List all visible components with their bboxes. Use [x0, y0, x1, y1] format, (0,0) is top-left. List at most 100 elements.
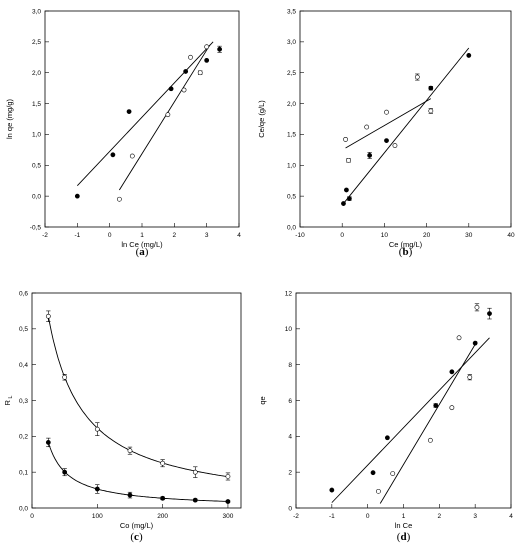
- c-x-tick-label: 100: [92, 513, 103, 520]
- c-series-2-point: [94, 486, 100, 492]
- d-panel-caption: (d): [397, 531, 411, 543]
- b-series-1-point: [344, 187, 349, 193]
- b-panel-caption: (b): [399, 246, 413, 258]
- d-plot-frame: [295, 292, 512, 509]
- d-series-2-point: [467, 374, 473, 380]
- c-y-tick-label: 0,5: [19, 326, 28, 333]
- b-x-tick-label: -10: [295, 232, 305, 239]
- b-caption-letter: b: [402, 246, 408, 258]
- c-series-1-fit-curve: [47, 316, 228, 478]
- d-series-1-point: [384, 435, 390, 441]
- c-x-tick-label: 200: [157, 513, 168, 520]
- c-x-axis-label: Co (mg/L): [120, 521, 154, 530]
- a-series-1-point: [110, 152, 116, 158]
- a-caption-close: ): [145, 246, 149, 258]
- b-y-tick-label: 3,5: [287, 8, 296, 15]
- c-y-axis-label-sub: L: [8, 395, 14, 400]
- b-series-1-point: [428, 85, 434, 91]
- a-x-tick-label: 0: [108, 232, 112, 239]
- d-series-2-point: [449, 405, 455, 411]
- d-series-2-point: [474, 304, 480, 310]
- b-series-1-point: [341, 201, 346, 206]
- d-caption-open: (: [397, 531, 401, 543]
- d-y-tick-label: 10: [285, 326, 293, 333]
- d-x-axis-label: ln Ce: [395, 521, 413, 530]
- b-caption-open: (: [399, 246, 403, 258]
- d-series-1-point: [329, 487, 335, 493]
- b-series-2-point: [343, 136, 348, 142]
- a-x-tick-label: 4: [237, 232, 241, 239]
- a-y-tick-label: 2,5: [32, 39, 41, 46]
- d-y-tick-label: 8: [288, 362, 292, 369]
- d-x-tick-label: -1: [329, 513, 335, 520]
- b-y-axis-label: Ce/qe (g/L): [257, 100, 266, 138]
- d-series-2-point: [390, 471, 396, 476]
- c-series-2-point: [192, 497, 198, 503]
- b-series-2-point: [414, 74, 420, 80]
- c-series-1-point: [62, 374, 68, 380]
- a-plot-frame: [44, 10, 240, 228]
- b-x-axis-label: Ce (mg/L): [389, 240, 423, 249]
- b-series-1-point: [466, 53, 472, 58]
- d-series-1-point: [472, 340, 478, 346]
- c-series-2-point: [45, 440, 51, 445]
- a-y-tick-label: 1,0: [32, 132, 41, 139]
- c-series-2-point: [160, 495, 166, 501]
- b-x-tick-label: 20: [423, 232, 431, 239]
- a-x-tick-label: -1: [74, 232, 80, 239]
- a-x-tick-label: -2: [42, 232, 48, 239]
- c-series-1-point: [94, 426, 100, 432]
- c-y-tick-label: 0,0: [19, 505, 28, 512]
- d-x-tick-label: 0: [366, 513, 370, 520]
- d-series-1-point: [370, 470, 376, 476]
- b-series-2-point: [392, 143, 398, 148]
- a-series-1-point: [74, 193, 80, 199]
- d-caption-letter: d: [400, 531, 406, 543]
- a-caption-open: (: [136, 246, 140, 258]
- b-series-2-point: [364, 124, 370, 130]
- d-y-axis-label: qe: [258, 396, 267, 404]
- a-series-1-fit-line: [77, 41, 214, 186]
- a-x-tick-label: 3: [205, 232, 209, 239]
- b-y-tick-label: 1,0: [287, 163, 296, 170]
- d-x-tick-label: -2: [293, 513, 299, 520]
- d-series-2-point: [456, 335, 462, 341]
- c-series-1-point: [160, 460, 166, 466]
- a-x-tick-label: 2: [173, 232, 177, 239]
- b-series-2-point: [384, 109, 389, 115]
- a-y-tick-label: 0,5: [32, 163, 41, 170]
- c-series-1-point: [192, 469, 198, 475]
- d-y-tick-label: 0: [288, 505, 292, 512]
- d-series-1-point: [487, 311, 492, 317]
- b-series-2-point: [346, 157, 351, 163]
- a-y-tick-label: 1,5: [32, 101, 41, 108]
- a-series-1-point: [217, 46, 222, 52]
- d-series-2-point: [376, 488, 381, 494]
- a-caption-letter: a: [139, 246, 145, 258]
- a-y-tick-label: 2,0: [32, 70, 41, 77]
- a-series-1-point: [204, 57, 210, 63]
- b-x-tick-label: 10: [381, 232, 389, 239]
- a-series-2-fit-line: [118, 44, 211, 191]
- a-series-1-point: [126, 109, 132, 114]
- b-series-1-point: [367, 153, 373, 158]
- b-series-1-point: [384, 138, 389, 143]
- d-y-tick-label: 4: [288, 434, 292, 441]
- c-series-2-point: [62, 469, 68, 475]
- c-series-1-point: [127, 448, 133, 454]
- d-y-tick-label: 12: [285, 290, 293, 297]
- c-y-tick-label: 0,6: [19, 290, 28, 297]
- a-series-1-point: [168, 86, 174, 92]
- b-x-tick-label: 40: [507, 232, 515, 239]
- a-x-tick-label: 1: [140, 232, 144, 239]
- c-series-2-point: [127, 492, 133, 498]
- b-y-tick-label: 2,0: [287, 101, 296, 108]
- b-series-2-point: [428, 108, 434, 114]
- panel-c-chart: 0 100 200 300 0,0 0,1 0,2 0,3 0,4 0,5 0,6 Co (mg/L)…: [3, 290, 242, 543]
- d-series-1-point: [433, 403, 439, 408]
- a-series-2-point: [204, 44, 210, 50]
- a-series-2-point: [188, 54, 193, 60]
- d-x-tick-label: 1: [402, 513, 406, 520]
- b-y-tick-label: 0,0: [287, 224, 296, 231]
